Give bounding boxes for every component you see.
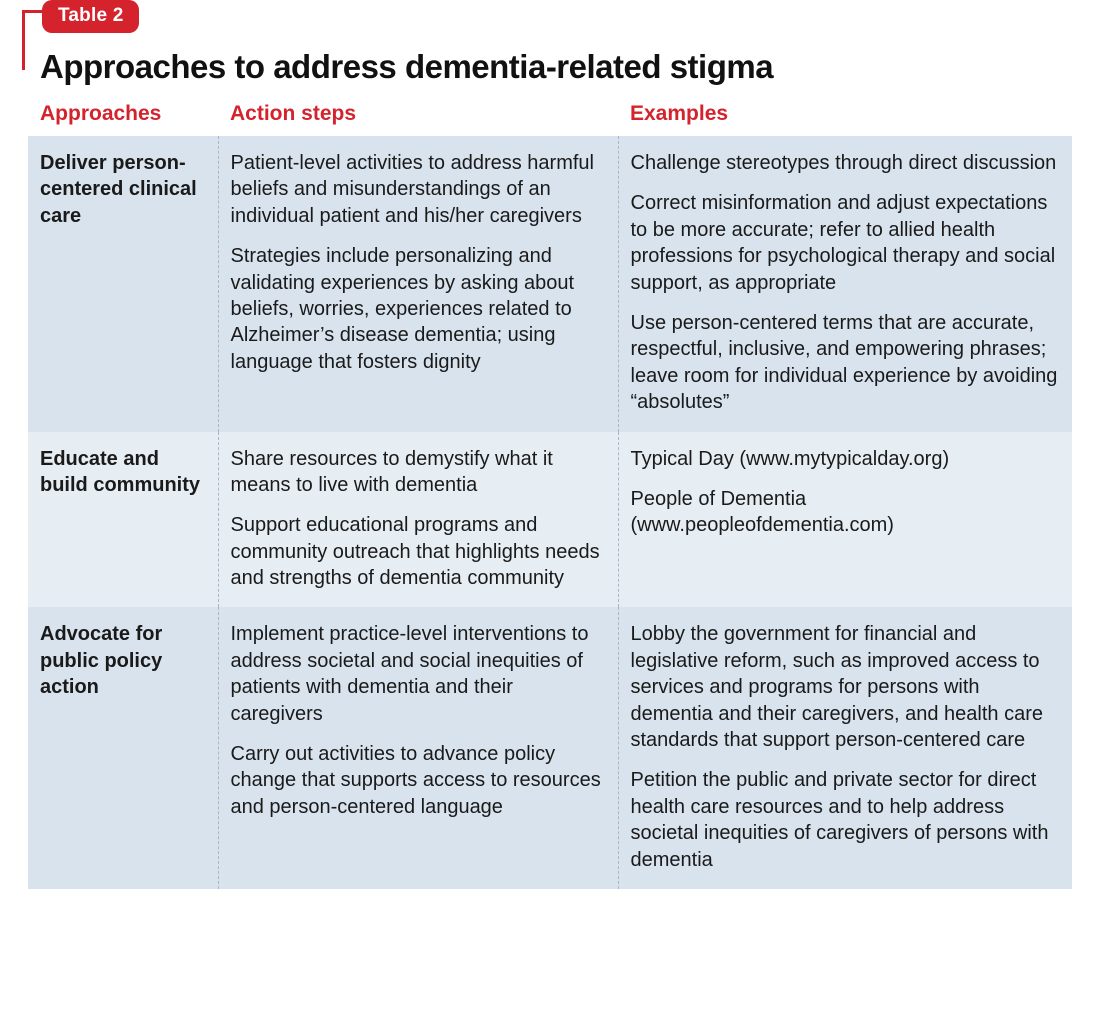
- example-text: Petition the public and private sector f…: [631, 767, 1061, 873]
- table-number-badge: Table 2: [42, 0, 139, 33]
- cell-approach: Advocate for public policy action: [28, 607, 218, 889]
- example-text: Lobby the government for financial and l…: [631, 621, 1061, 753]
- col-header-approaches: Approaches: [28, 96, 218, 136]
- table-header-row: Approaches Action steps Examples: [28, 96, 1072, 136]
- cell-examples: Challenge stereotypes through direct dis…: [618, 136, 1072, 432]
- example-text: People of Dementia (www.peopleofdementia…: [631, 486, 1061, 539]
- example-text: Typical Day (www.mytypicalday.org): [631, 446, 1061, 472]
- cell-action-steps: Share resources to demystify what it mea…: [218, 432, 618, 608]
- table-row: Deliver person-centered clinical care Pa…: [28, 136, 1072, 432]
- col-header-action-steps: Action steps: [218, 96, 618, 136]
- cell-action-steps: Implement practice-level interventions t…: [218, 607, 618, 889]
- col-header-examples: Examples: [618, 96, 1072, 136]
- example-text: Challenge stereotypes through direct dis…: [631, 150, 1061, 176]
- action-step-text: Patient-level activities to address harm…: [231, 150, 606, 229]
- action-step-text: Share resources to demystify what it mea…: [231, 446, 606, 499]
- action-step-text: Support educational programs and communi…: [231, 512, 606, 591]
- example-text: Correct misinformation and adjust expect…: [631, 190, 1061, 296]
- table-row: Advocate for public policy action Implem…: [28, 607, 1072, 889]
- action-step-text: Carry out activities to advance policy c…: [231, 741, 606, 820]
- table-container: Table 2 Approaches to address dementia-r…: [0, 0, 1100, 917]
- cell-approach: Educate and build community: [28, 432, 218, 608]
- cell-examples: Lobby the government for financial and l…: [618, 607, 1072, 889]
- table-title: Approaches to address dementia-related s…: [40, 48, 1072, 86]
- cell-examples: Typical Day (www.mytypicalday.org) Peopl…: [618, 432, 1072, 608]
- table-row: Educate and build community Share resour…: [28, 432, 1072, 608]
- stigma-approaches-table: Approaches Action steps Examples Deliver…: [28, 96, 1072, 889]
- cell-approach: Deliver person-centered clinical care: [28, 136, 218, 432]
- example-text: Use person-centered terms that are accur…: [631, 310, 1061, 416]
- action-step-text: Strategies include personalizing and val…: [231, 243, 606, 375]
- cell-action-steps: Patient-level activities to address harm…: [218, 136, 618, 432]
- action-step-text: Implement practice-level interventions t…: [231, 621, 606, 727]
- corner-rule: [22, 10, 44, 70]
